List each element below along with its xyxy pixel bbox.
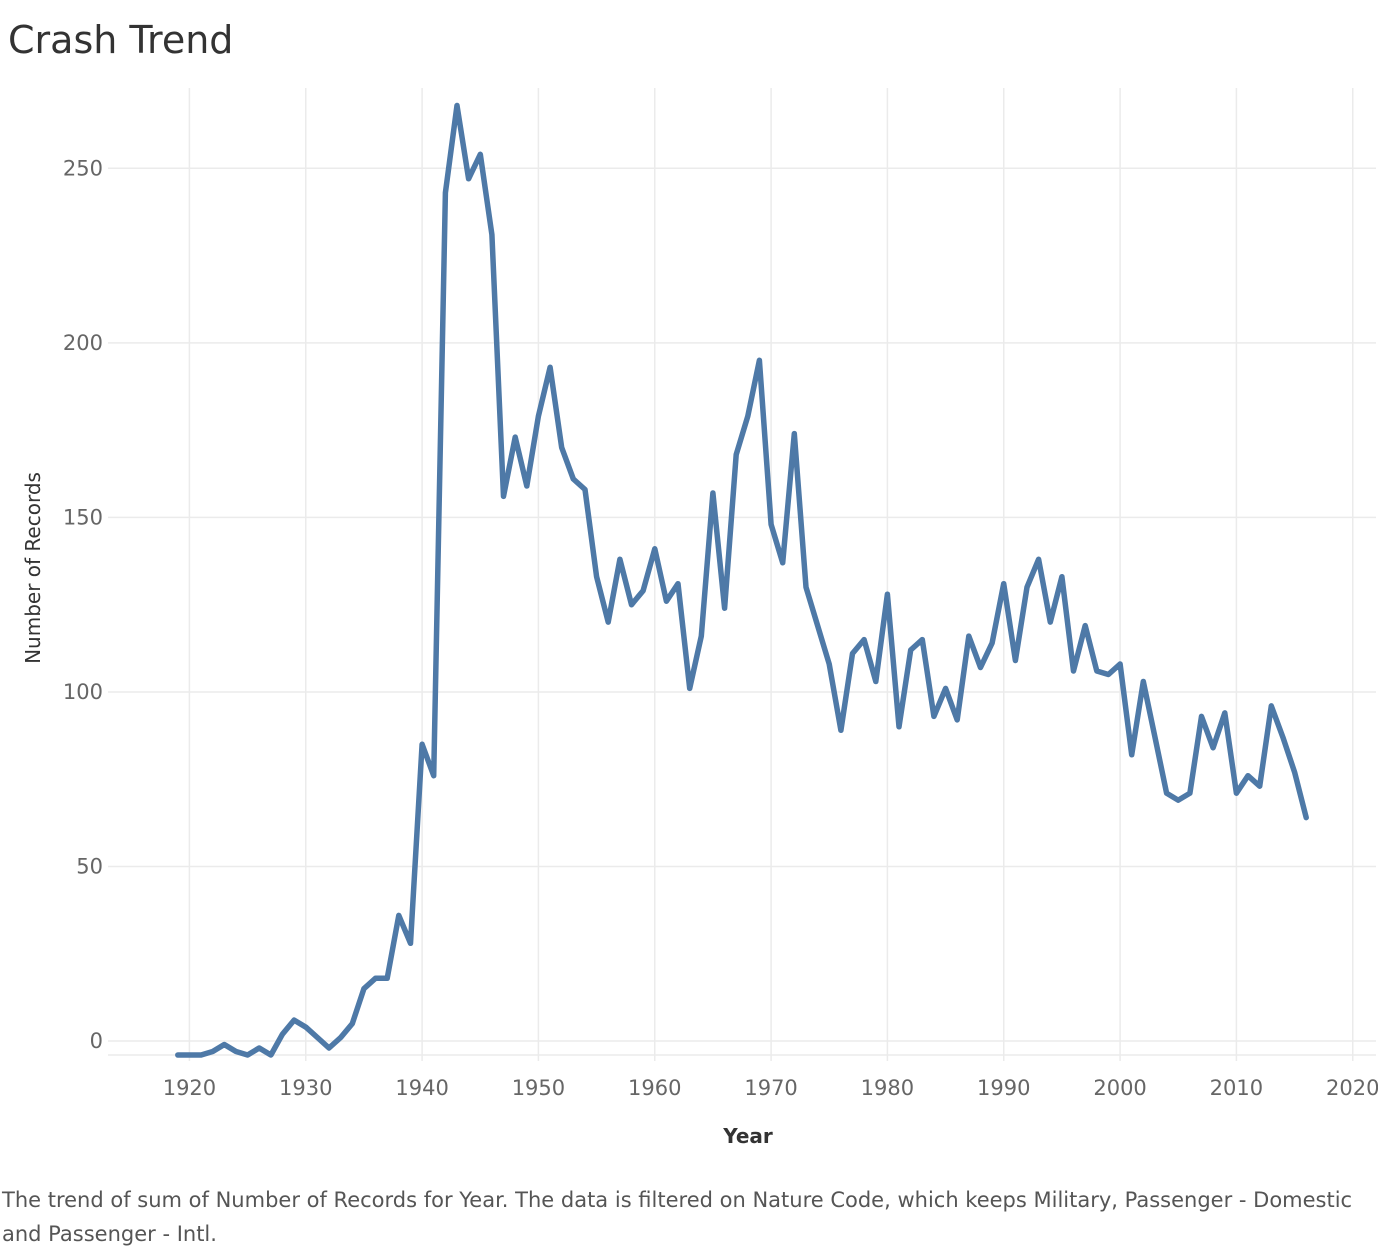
y-tick-label: 100 xyxy=(63,680,103,704)
grid-layer xyxy=(108,88,1376,1055)
y-axis-title: Number of Records xyxy=(21,472,45,664)
chart-caption: The trend of sum of Number of Records fo… xyxy=(2,1183,1362,1251)
series-layer xyxy=(178,105,1307,1055)
x-tick-label: 1970 xyxy=(744,1076,797,1100)
x-tick-label: 2000 xyxy=(1093,1076,1146,1100)
y-tick-label: 150 xyxy=(63,505,103,529)
x-tick-label: 1960 xyxy=(628,1076,681,1100)
x-tick-label: 1940 xyxy=(395,1076,448,1100)
axis-layer xyxy=(108,1055,1376,1061)
y-tick-label: 50 xyxy=(76,854,103,878)
y-tick-label: 200 xyxy=(63,331,103,355)
x-tick-label: 1930 xyxy=(279,1076,332,1100)
x-tick-label: 1950 xyxy=(512,1076,565,1100)
x-tick-label: 2010 xyxy=(1210,1076,1263,1100)
x-tick-label: 1990 xyxy=(977,1076,1030,1100)
x-tick-label: 1980 xyxy=(861,1076,914,1100)
y-tick-label: 250 xyxy=(63,156,103,180)
series-line xyxy=(178,106,1306,1056)
x-tick-label: 2020 xyxy=(1326,1076,1378,1100)
x-axis-title: Year xyxy=(722,1124,773,1148)
y-tick-label: 0 xyxy=(90,1029,103,1053)
x-tick-label: 1920 xyxy=(163,1076,216,1100)
